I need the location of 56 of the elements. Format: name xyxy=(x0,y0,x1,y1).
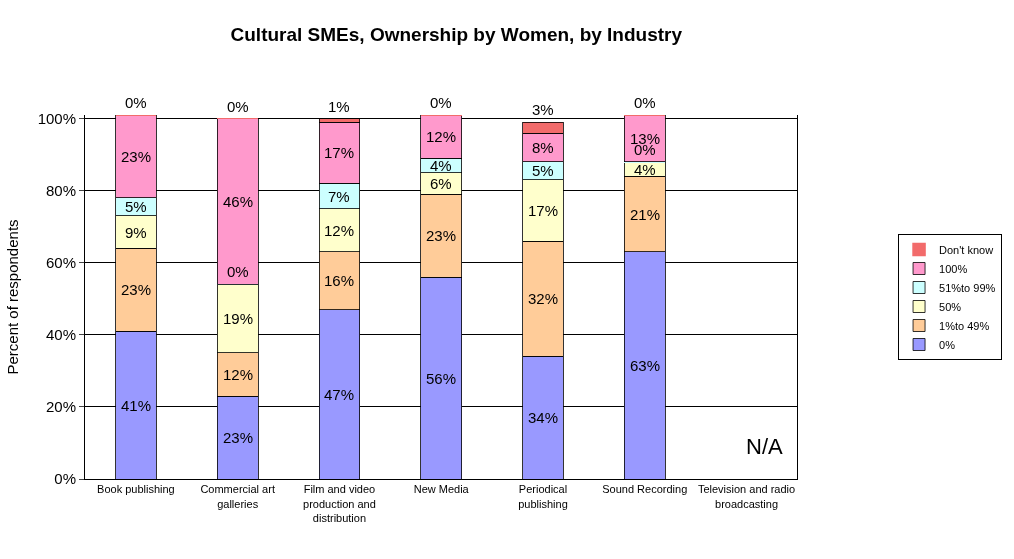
legend-label: 51%to 99% xyxy=(939,281,996,294)
data-label: 5% xyxy=(532,162,554,179)
x-tick-label: Television and radio broadcasting xyxy=(697,483,796,510)
data-label: 12% xyxy=(426,128,457,145)
data-label: 4% xyxy=(634,161,656,178)
data-label: 7% xyxy=(328,188,350,205)
data-label: 4% xyxy=(430,157,452,174)
legend-label: Don't know xyxy=(939,243,994,256)
x-tick-label: Sound Recording xyxy=(602,483,688,496)
y-tick-label: 80% xyxy=(45,181,76,199)
data-label: 0% xyxy=(125,94,147,111)
y-tick-label: 0% xyxy=(54,470,76,488)
data-label: 21% xyxy=(630,206,661,223)
data-label: 23% xyxy=(426,227,457,244)
x-tick-label: Periodical publishing xyxy=(518,483,568,510)
data-label: 23% xyxy=(121,281,152,298)
data-label: 12% xyxy=(324,222,355,239)
y-tick-label: 60% xyxy=(45,254,76,272)
data-label: 0% xyxy=(430,94,452,111)
data-label: 47% xyxy=(324,386,355,403)
data-label: 17% xyxy=(324,144,355,161)
y-tick-label: 40% xyxy=(45,326,76,344)
data-label: 16% xyxy=(324,272,355,289)
data-label: 56% xyxy=(426,370,457,387)
y-axis-title: Percent of respondents xyxy=(3,219,21,375)
data-label: 6% xyxy=(430,175,452,192)
data-label: 0% xyxy=(634,94,656,111)
data-label: 63% xyxy=(630,357,661,374)
data-label: 3% xyxy=(532,101,554,118)
data-label: 1% xyxy=(328,98,350,115)
data-label: 32% xyxy=(528,290,559,307)
annotation: N/A xyxy=(746,434,783,459)
data-label: 19% xyxy=(223,310,254,327)
legend-label: 100% xyxy=(939,262,968,275)
x-tick-label: New Media xyxy=(413,483,470,496)
data-label: 23% xyxy=(223,429,254,446)
data-label: 46% xyxy=(223,193,254,210)
legend-label: 1%to 49% xyxy=(939,319,990,332)
data-label: 9% xyxy=(125,224,147,241)
chart-title: Cultural SMEs, Ownership by Women, by Industry xyxy=(230,24,683,46)
data-label: 12% xyxy=(223,366,254,383)
legend-label: 50% xyxy=(939,300,962,313)
x-tick-label: Commercial art galleries xyxy=(200,483,275,510)
y-tick-label: 20% xyxy=(45,398,76,416)
data-label: 0% xyxy=(227,263,249,280)
data-label: 8% xyxy=(532,139,554,156)
data-label: 0% xyxy=(227,98,249,115)
data-label: 23% xyxy=(121,148,152,165)
data-label: 5% xyxy=(125,198,147,215)
x-tick-label: Book publishing xyxy=(97,483,175,496)
data-label: 17% xyxy=(528,202,559,219)
data-label: 34% xyxy=(528,409,559,426)
y-tick-label: 100% xyxy=(37,109,76,127)
x-tick-label: Film and video production and distribution xyxy=(303,483,376,524)
legend-label: 0% xyxy=(939,338,956,351)
data-label: 41% xyxy=(121,397,152,414)
